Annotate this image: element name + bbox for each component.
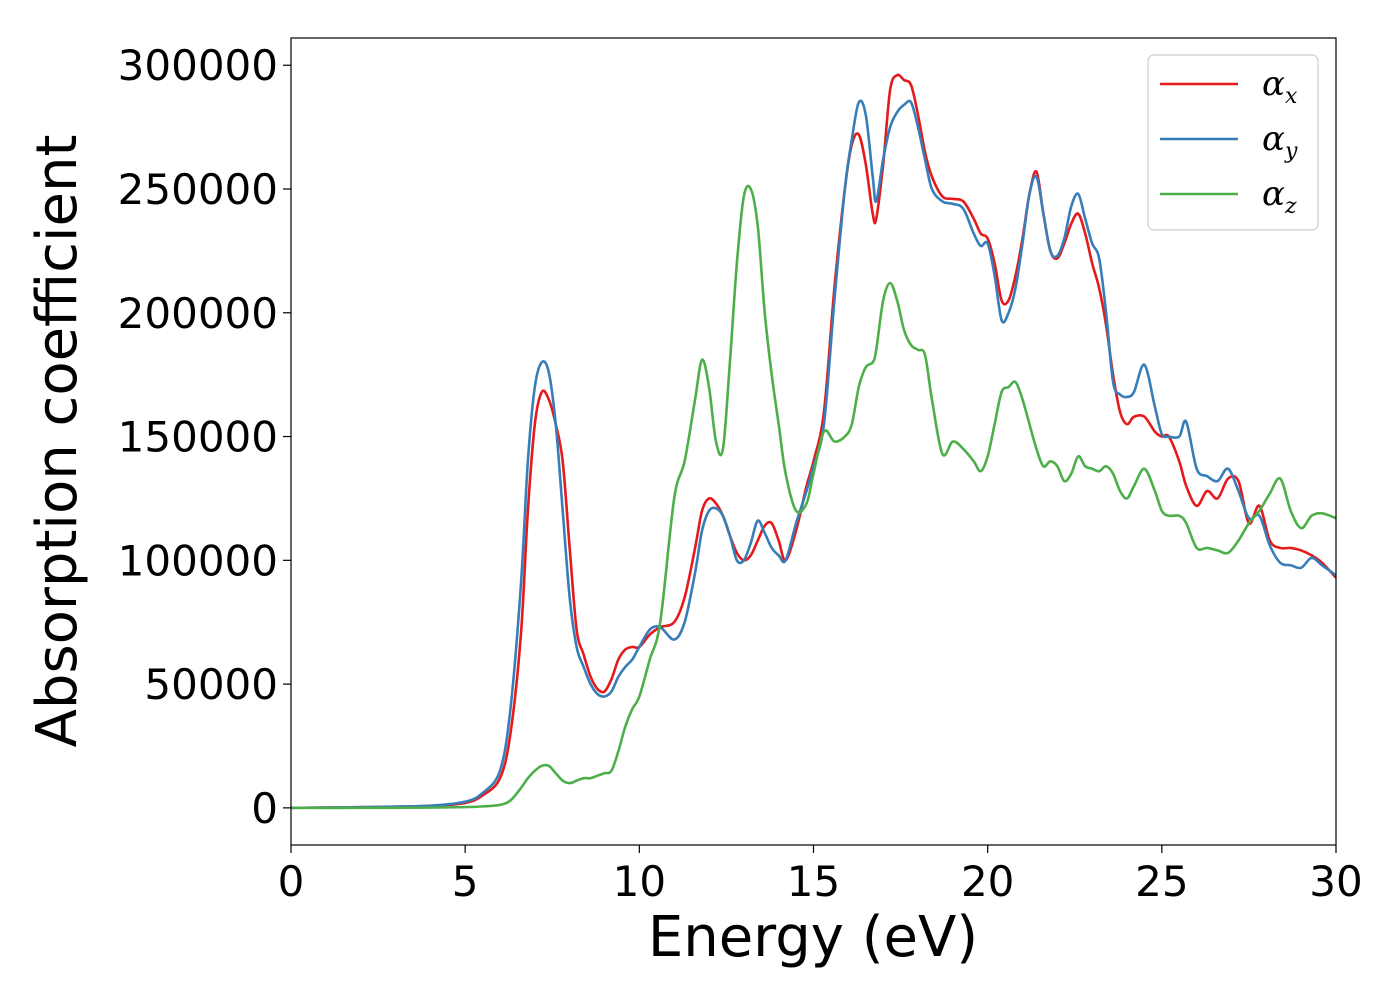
y-tick-label: 50000 — [144, 660, 278, 709]
axis-ticks: 0 5 10 15 20 25 30 0 50000 100000 150000 200000 2500… — [118, 41, 1363, 906]
x-tick-label: 0 — [278, 857, 305, 906]
x-tick-label: 30 — [1309, 857, 1362, 906]
x-axis-title: Energy (eV) — [648, 905, 978, 970]
x-tick-label: 15 — [787, 857, 840, 906]
y-tick-label: 250000 — [118, 165, 278, 214]
legend-label-subscript: x — [1285, 84, 1298, 109]
series-line-y — [291, 99, 1336, 810]
legend-label-subscript: y — [1284, 139, 1298, 164]
series-line-x — [291, 73, 1336, 810]
y-tick-label: 200000 — [118, 289, 278, 338]
series-line-z — [291, 184, 1336, 810]
y-tick-label: 150000 — [118, 413, 278, 462]
x-tick-label: 25 — [1135, 857, 1188, 906]
y-tick-label: 300000 — [118, 41, 278, 90]
y-tick-label: 0 — [251, 784, 278, 833]
legend-box — [1147, 54, 1319, 231]
legend-label-z: αz — [1262, 174, 1297, 219]
legend-label-base: α — [1262, 174, 1285, 214]
x-tick-label: 10 — [613, 857, 666, 906]
x-tick-label: 20 — [961, 857, 1014, 906]
legend-label-x: αx — [1262, 64, 1298, 109]
y-axis-title: Absorption coefficient — [25, 135, 90, 748]
legend-label-base: α — [1262, 64, 1285, 104]
x-tick-label: 5 — [452, 857, 479, 906]
legend-label-y: αy — [1262, 119, 1298, 164]
series-lines — [291, 73, 1336, 810]
legend-label-base: α — [1262, 119, 1285, 159]
legend-label-subscript: z — [1284, 194, 1297, 219]
y-tick-label: 100000 — [118, 536, 278, 585]
